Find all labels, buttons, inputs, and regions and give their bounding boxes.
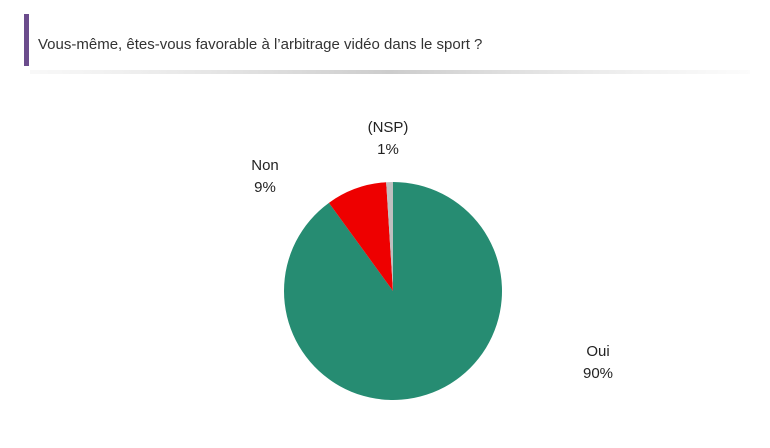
pie-slice [328,182,393,291]
slice-label: Oui [586,343,609,360]
header-shadow [30,70,750,74]
pie-slice [283,182,502,400]
slice-value-label: 1% [377,141,399,158]
title-accent [24,14,29,66]
pie-slice [386,182,393,291]
chart-title: Vous-même, êtes-vous favorable à l’arbit… [38,36,482,53]
slice-label: Non [251,157,279,174]
slice-value-label: 90% [583,365,613,382]
pie [283,182,502,400]
slice-value-label: 9% [254,179,276,196]
slice-label: (NSP) [368,119,409,136]
